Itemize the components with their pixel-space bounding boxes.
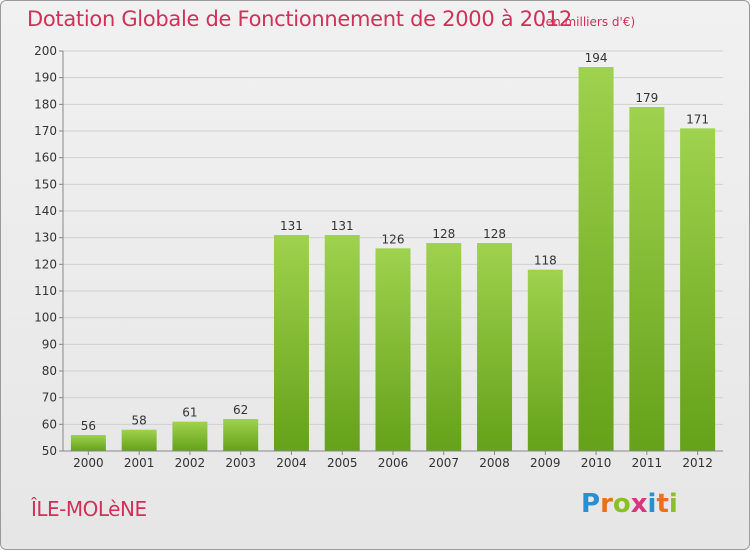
y-tick-label: 150 [34,177,57,191]
chart-title: Dotation Globale de Fonctionnement de 20… [27,7,572,31]
commune-name: ÎLE-MOLèNE [31,497,147,521]
y-tick-label: 80 [42,364,57,378]
x-tick-label: 2002 [175,456,206,470]
bar-value-label: 118 [534,254,557,268]
bar [324,235,360,451]
y-tick-label: 120 [34,257,57,271]
bar [477,243,513,451]
axes [59,50,723,455]
y-tick-label: 60 [42,417,57,431]
logo-letter: P [581,489,601,519]
bar-value-label: 179 [635,91,658,105]
bar-value-label: 128 [483,227,506,241]
x-tick-label: 2009 [530,456,561,470]
x-tick-label: 2000 [73,456,104,470]
y-tick-label: 50 [42,444,57,458]
chart-subtitle: (en milliers d'€) [541,15,636,29]
x-tick-label: 2010 [581,456,612,470]
logo-letter: i [668,489,678,519]
y-tick-label: 70 [42,391,57,405]
logo-letter: x [630,489,648,519]
bar [629,107,665,451]
bar [223,419,259,451]
x-tick-label: 2012 [682,456,713,470]
y-tick-label: 100 [34,311,57,325]
y-tick-label: 190 [34,71,57,85]
bar [70,435,106,451]
logo-letter: i [647,489,657,519]
y-tick-label: 110 [34,284,57,298]
x-tick-label: 2005 [327,456,358,470]
bar-value-label: 61 [182,406,197,420]
x-tick-label: 2004 [276,456,307,470]
bar [121,429,157,451]
x-tick-label: 2008 [479,456,510,470]
bar-value-label: 58 [132,414,147,428]
x-tick-label: 2011 [632,456,663,470]
bar [375,248,411,451]
bar-value-label: 126 [382,232,405,246]
bar-value-label: 62 [233,403,248,417]
bar-value-label: 131 [331,219,354,233]
y-tick-label: 130 [34,231,57,245]
logo-letter: t [656,489,669,519]
bar [426,243,462,451]
logo-letter: r [600,489,613,519]
proxiti-logo: Proxiti [581,489,678,519]
x-tick-label: 2006 [378,456,409,470]
bar-value-label: 194 [585,51,608,65]
bar-value-label: 131 [280,219,303,233]
y-tick-label: 140 [34,204,57,218]
bar-value-label: 171 [686,112,709,126]
bar-value-label: 56 [81,419,96,433]
bar [680,128,716,451]
bar-value-label: 128 [432,227,455,241]
y-tick-label: 180 [34,97,57,111]
bar [527,269,563,451]
labels: 50 60 70 80 90 100 110 120 130 140 150 160 170 180 190… [34,44,713,470]
bar [172,421,208,451]
bar [273,235,309,451]
y-tick-label: 160 [34,151,57,165]
x-tick-label: 2001 [124,456,155,470]
x-tick-label: 2007 [428,456,459,470]
y-tick-label: 170 [34,124,57,138]
x-tick-label: 2003 [225,456,256,470]
y-tick-label: 90 [42,337,57,351]
bars [70,67,716,451]
bar [578,67,614,451]
logo-letter: o [612,489,631,519]
y-tick-label: 200 [34,44,57,58]
